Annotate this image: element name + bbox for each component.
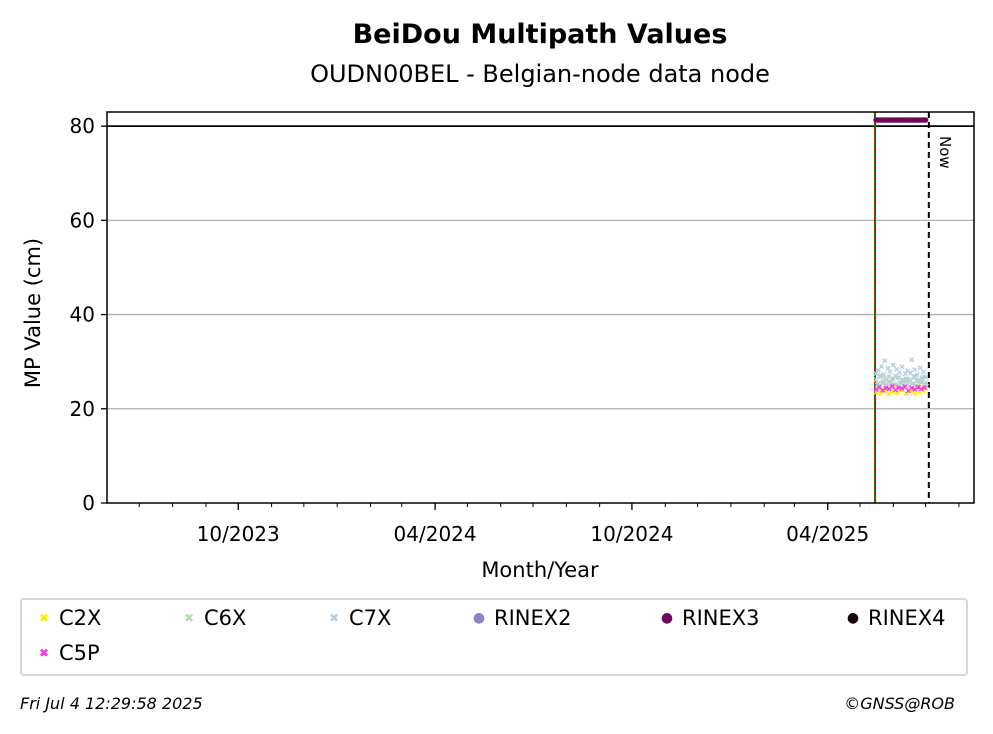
data-point-c7x — [873, 370, 879, 376]
data-point-c5p — [899, 386, 905, 392]
legend-marker-icon: ● — [660, 610, 674, 626]
legend-label: C5P — [59, 641, 100, 665]
data-point-c7x — [896, 375, 902, 381]
data-point-c2x — [886, 391, 892, 397]
legend-item-c5p: ✖ C5P — [37, 641, 100, 665]
data-point-c7x — [909, 357, 915, 363]
data-point-c7x — [912, 367, 918, 373]
legend-label: RINEX4 — [868, 606, 946, 630]
y-tick-label: 60 — [70, 208, 95, 232]
data-point-c5p — [922, 385, 928, 391]
legend: ✖ C2X ✖ C6X ✖ C7X ● RINEX2 ● RINEX3 ● RI… — [20, 598, 968, 676]
data-point-c7x — [890, 362, 896, 368]
footer-timestamp: Fri Jul 4 12:29:58 2025 — [20, 694, 203, 713]
data-point-c7x — [882, 358, 888, 364]
data-point-c5p — [918, 386, 924, 392]
data-point-c2x — [877, 391, 883, 397]
y-tick-label: 20 — [70, 397, 95, 421]
plot-area: Now 0 20 40 60 80 10/2023 04/2024 10/2024 04/2025 — [70, 111, 975, 546]
x-axis-label: Month/Year — [481, 558, 599, 582]
data-point-c5p — [909, 385, 915, 391]
data-point-c7x — [917, 365, 923, 371]
legend-item-rinex4: ● RINEX4 — [846, 606, 946, 630]
legend-item-rinex2: ● RINEX2 — [472, 606, 572, 630]
legend-marker-icon: ✖ — [328, 611, 340, 625]
data-point-c5p — [883, 385, 889, 391]
data-point-c7x — [910, 381, 916, 387]
data-point-c7x — [899, 364, 905, 370]
legend-marker-icon: ● — [846, 610, 860, 626]
y-tick-label: 40 — [70, 303, 95, 327]
x-tick-label: 04/2024 — [394, 522, 477, 546]
legend-label: C7X — [349, 606, 392, 630]
data-point-c7x — [905, 376, 911, 382]
data-point-c7x — [875, 367, 881, 373]
data-point-c5p — [889, 383, 895, 389]
legend-item-c2x: ✖ C2X — [37, 606, 101, 630]
data-point-c7x — [878, 363, 884, 369]
legend-marker-icon: ✖ — [183, 611, 195, 625]
data-point-c7x — [923, 374, 929, 380]
y-axis-label: MP Value (cm) — [21, 238, 45, 388]
legend-marker-icon: ● — [472, 610, 486, 626]
data-point-c7x — [898, 380, 904, 386]
data-point-c7x — [920, 369, 926, 375]
legend-label: RINEX3 — [682, 606, 760, 630]
data-point-c7x — [911, 373, 917, 379]
data-point-c7x — [914, 372, 920, 378]
data-point-c5p — [896, 385, 902, 391]
data-point-c7x — [915, 378, 921, 384]
y-tick-label: 0 — [82, 491, 95, 515]
data-point-c6x — [873, 377, 879, 383]
data-point-c7x — [887, 369, 893, 375]
legend-marker-icon: ✖ — [38, 646, 50, 660]
axes-frame — [106, 111, 975, 504]
legend-item-c7x: ✖ C7X — [327, 606, 391, 630]
legend-label: C6X — [204, 606, 247, 630]
data-point-c7x — [919, 375, 925, 381]
data-point-c7x — [892, 373, 898, 379]
chart-title: BeiDou Multipath Values — [353, 19, 728, 50]
legend-item-rinex3: ● RINEX3 — [660, 606, 760, 630]
data-point-c5p — [915, 384, 921, 390]
x-tick-label: 10/2023 — [197, 522, 280, 546]
data-point-rinex3 — [922, 117, 929, 123]
data-point-c7x — [897, 370, 903, 376]
data-point-c7x — [885, 365, 891, 371]
legend-label: C2X — [59, 606, 102, 630]
x-tick-label: 04/2025 — [786, 522, 869, 546]
data-point-c7x — [902, 371, 908, 377]
data-point-c6x — [877, 372, 883, 378]
footer-copyright: ©GNSS@ROB — [844, 694, 955, 713]
legend-marker-icon: ✖ — [38, 611, 50, 625]
data-point-c7x — [900, 377, 906, 383]
now-label: Now — [936, 136, 954, 169]
legend-item-c6x: ✖ C6X — [182, 606, 246, 630]
data-point-c5p — [902, 384, 908, 390]
y-tick-label: 80 — [70, 114, 95, 138]
data-point-c2x — [912, 391, 918, 397]
data-point-c7x — [881, 371, 887, 377]
chart-subtitle: OUDN00BEL - Belgian-node data node — [310, 60, 770, 88]
x-tick-label: 10/2024 — [590, 522, 673, 546]
legend-label: RINEX2 — [494, 606, 572, 630]
